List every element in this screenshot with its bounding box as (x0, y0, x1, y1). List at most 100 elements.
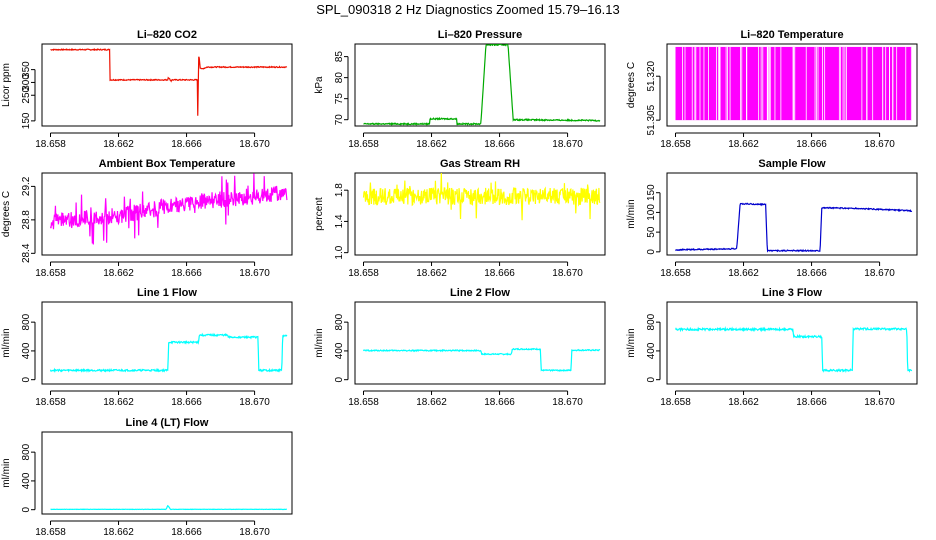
y-axis-label: percent (314, 197, 325, 231)
y-tick-label: 80 (334, 72, 345, 84)
y-tick-label: 400 (21, 342, 32, 359)
plot-frame (354, 43, 606, 127)
y-tick-label: 85 (334, 51, 345, 63)
x-tick-label: 18.658 (660, 268, 691, 279)
series-line (50, 48, 288, 116)
y-tick-label: 150 (646, 184, 657, 201)
x-tick-label: 18.666 (796, 268, 827, 279)
plot-frame (354, 301, 606, 385)
series-line (50, 504, 287, 511)
y-tick-label: 100 (646, 204, 657, 221)
x-tick-label: 18.666 (484, 139, 515, 150)
panel-title: Line 4 (LT) Flow (126, 417, 209, 429)
panel-7: Line 2 Flow 18.658 18.662 18.666 18.670 0 400 8… (314, 287, 606, 408)
y-tick-label: 0 (21, 376, 32, 382)
plot-frame (666, 43, 918, 127)
y-tick-label: 250 (21, 86, 32, 103)
y-tick-label: 300 (21, 74, 32, 91)
y-tick-label: 28.8 (21, 210, 32, 230)
x-tick-label: 18.666 (484, 397, 515, 408)
plot-frame (666, 172, 918, 256)
x-tick-label: 18.670 (239, 268, 270, 279)
panels: Li–820 CO2 18.658 18.662 18.666 18.670 150 250… (1, 29, 918, 538)
x-tick-label: 18.670 (239, 139, 270, 150)
x-tick-label: 18.662 (728, 139, 759, 150)
x-tick-label: 18.670 (864, 268, 895, 279)
y-tick-label: 0 (646, 249, 657, 255)
x-tick-label: 18.670 (864, 397, 895, 408)
y-axis-label: ml/min (1, 328, 12, 357)
y-tick-label: 29.2 (21, 176, 32, 196)
y-tick-label: 350 (21, 61, 32, 78)
plot-frame (41, 431, 293, 515)
panel-title: Line 2 Flow (450, 287, 510, 299)
series-line (362, 173, 601, 221)
series-line (49, 332, 288, 373)
x-tick-label: 18.670 (552, 139, 583, 150)
x-tick-label: 18.662 (103, 268, 134, 279)
x-tick-label: 18.666 (171, 268, 202, 279)
series-line (675, 202, 913, 253)
y-tick-label: 800 (21, 313, 32, 330)
x-tick-label: 18.662 (728, 397, 759, 408)
plot-frame (41, 301, 293, 385)
x-tick-label: 18.666 (796, 397, 827, 408)
y-tick-label: 1.8 (334, 183, 345, 197)
x-tick-label: 18.658 (348, 268, 379, 279)
series-line (674, 326, 913, 373)
series-line (362, 347, 601, 372)
x-tick-label: 18.662 (103, 397, 134, 408)
x-tick-label: 18.658 (35, 268, 66, 279)
series-line (675, 46, 912, 121)
plot-frame (354, 172, 606, 256)
y-tick-label: 51.320 (646, 60, 657, 91)
panel-2: Li–820 Temperature 18.658 18.662 18.666 18.6… (626, 29, 918, 150)
x-tick-label: 18.658 (35, 527, 66, 538)
y-tick-label: 400 (646, 342, 657, 359)
figure-title: SPL_090318 2 Hz Diagnostics Zoomed 15.79… (316, 2, 620, 17)
y-axis-label: ml/min (314, 328, 325, 357)
x-tick-label: 18.658 (348, 397, 379, 408)
y-tick-label: 400 (21, 472, 32, 489)
y-tick-label: 1.4 (334, 214, 345, 228)
series-line (363, 44, 601, 126)
y-axis-label: kPa (314, 76, 325, 94)
y-axis-label: ml/min (626, 199, 637, 228)
panel-4: Gas Stream RH 18.658 18.662 18.666 18.670 1.0… (314, 158, 606, 279)
y-axis-label: ml/min (626, 328, 637, 357)
y-tick-label: 800 (334, 313, 345, 330)
panel-6: Line 1 Flow 18.658 18.662 18.666 18.670 0 400 8… (1, 287, 293, 408)
panel-9: Line 4 (LT) Flow 18.658 18.662 18.666 18.670… (1, 417, 293, 538)
y-tick-label: 70 (334, 114, 345, 126)
x-tick-label: 18.670 (552, 397, 583, 408)
x-tick-label: 18.658 (35, 139, 66, 150)
y-tick-label: 0 (21, 506, 32, 512)
x-tick-label: 18.666 (171, 139, 202, 150)
x-tick-label: 18.662 (416, 268, 447, 279)
panel-title: Gas Stream RH (440, 158, 520, 170)
panel-title: Line 1 Flow (137, 287, 197, 299)
panel-1: Li–820 Pressure 18.658 18.662 18.666 18.670 7… (314, 29, 606, 150)
x-tick-label: 18.670 (552, 268, 583, 279)
x-tick-label: 18.666 (171, 397, 202, 408)
x-tick-label: 18.666 (484, 268, 515, 279)
y-axis-label: degrees C (626, 62, 637, 108)
y-tick-label: 28.4 (21, 243, 32, 263)
y-axis-label: degrees C (1, 191, 12, 237)
y-axis-label: Licor ppm (1, 63, 12, 107)
x-tick-label: 18.662 (103, 527, 134, 538)
panel-3: Ambient Box Temperature 18.658 18.662 18.66… (1, 158, 293, 279)
y-tick-label: 400 (334, 342, 345, 359)
panel-0: Li–820 CO2 18.658 18.662 18.666 18.670 150 250… (1, 29, 293, 150)
y-tick-label: 800 (646, 313, 657, 330)
x-tick-label: 18.658 (348, 139, 379, 150)
panel-title: Sample Flow (758, 158, 826, 170)
y-tick-label: 75 (334, 93, 345, 105)
x-tick-label: 18.662 (728, 268, 759, 279)
panel-title: Line 3 Flow (762, 287, 822, 299)
series-line (49, 173, 288, 245)
y-tick-label: 0 (646, 376, 657, 382)
y-tick-label: 800 (21, 443, 32, 460)
plot-frame (41, 172, 293, 256)
